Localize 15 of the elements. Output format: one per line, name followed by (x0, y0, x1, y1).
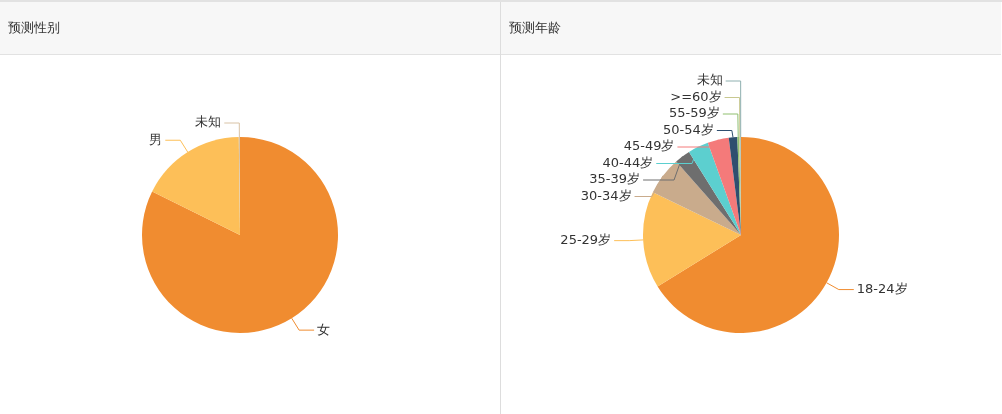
text: 预测性别 (0, 2, 500, 55)
slice-label: >=60岁 (670, 88, 722, 104)
slice-label: 未知 (195, 114, 222, 130)
slice-label: 35-39岁 (589, 171, 641, 187)
slice-label: 18-24岁 (856, 280, 908, 296)
slice-label: 男 (149, 131, 163, 147)
slice-label: 45-49岁 (623, 138, 675, 154)
slice-label: 30-34岁 (580, 187, 632, 203)
chart-title: 预测年龄 (501, 2, 1001, 55)
slice-label: 55-59岁 (669, 105, 720, 121)
slice-label: 40-44岁 (602, 154, 654, 170)
slice-label: 50-54岁 (663, 121, 714, 137)
slice-label: 未知 (696, 72, 723, 88)
slice-label: 25-29岁 (560, 232, 612, 247)
slice-label: 女 (317, 321, 331, 337)
